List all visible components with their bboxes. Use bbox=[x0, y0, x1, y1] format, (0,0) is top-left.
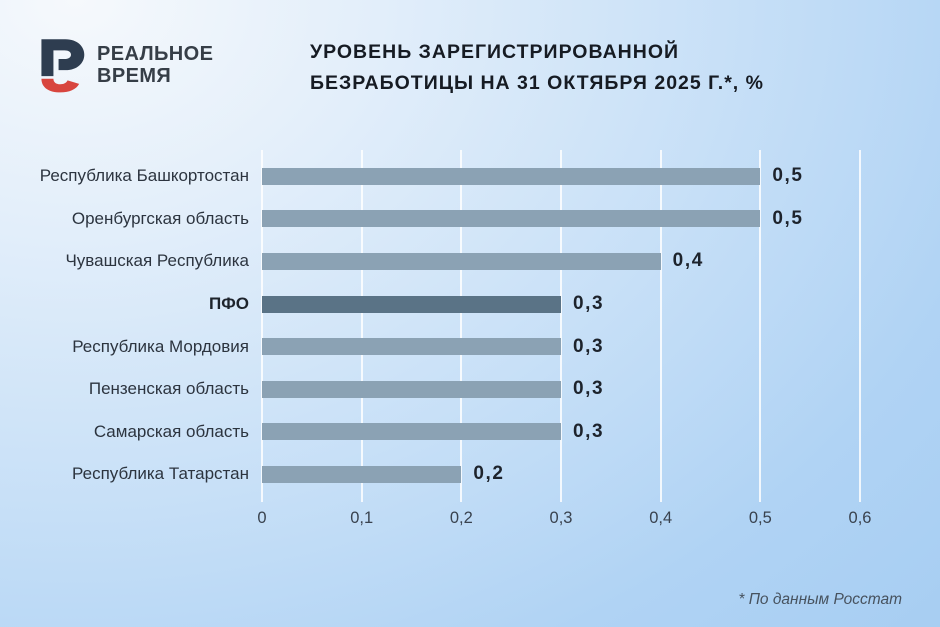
chart-row: Самарская область 0,3 bbox=[0, 411, 940, 454]
chart-row: Оренбургская область 0,5 bbox=[0, 198, 940, 241]
brand-logo: РЕАЛЬНОЕ ВРЕМЯ bbox=[38, 36, 213, 94]
chart-row: Пензенская область 0,3 bbox=[0, 368, 940, 411]
chart-row: ПФО 0,3 bbox=[0, 283, 940, 326]
chart-rows: Республика Башкортостан 0,5 Оренбургская о… bbox=[0, 150, 940, 496]
grid-layer bbox=[261, 150, 861, 502]
bar-track: 0,5 bbox=[262, 207, 860, 229]
value-label: 0,4 bbox=[672, 250, 704, 272]
x-tick-label: 0,5 bbox=[748, 509, 772, 527]
chart-title-line1: УРОВЕНЬ ЗАРЕГИСТРИРОВАННОЙ bbox=[310, 41, 680, 63]
chart-title: УРОВЕНЬ ЗАРЕГИСТРИРОВАННОЙ БЕЗРАБОТИЦЫ Н… bbox=[310, 37, 764, 99]
bar bbox=[262, 210, 761, 228]
value-label: 0,5 bbox=[772, 207, 804, 229]
logo-mark-upper bbox=[41, 39, 85, 77]
chart-row: Чувашская Республика 0,4 bbox=[0, 240, 940, 283]
x-tick-label: 0,1 bbox=[350, 509, 374, 527]
value-label: 0,3 bbox=[573, 420, 605, 442]
gridline bbox=[859, 150, 861, 502]
gridline bbox=[759, 150, 762, 502]
x-axis: 0 0,1 0,2 0,3 0,4 0,5 0,6 bbox=[257, 502, 871, 534]
category-label: Республика Татарстан bbox=[72, 464, 249, 484]
category-label: Республика Башкортостан bbox=[39, 166, 249, 186]
bar bbox=[262, 167, 761, 185]
brand-name: РЕАЛЬНОЕ ВРЕМЯ bbox=[97, 43, 213, 87]
bar-highlight bbox=[262, 295, 561, 313]
gridline bbox=[560, 150, 562, 502]
chart-title-line2: БЕЗРАБОТИЦЫ НА 31 ОКТЯБРЯ 2025 Г.*, % bbox=[310, 72, 764, 95]
bar-track: 0,5 bbox=[262, 165, 860, 187]
bar-track: 0,3 bbox=[262, 293, 860, 315]
realnoe-vremya-logo-icon bbox=[41, 39, 85, 93]
value-label: 0,3 bbox=[573, 335, 605, 357]
chart-row: Республика Татарстан 0,2 bbox=[0, 453, 940, 496]
category-label: Самарская область bbox=[93, 421, 249, 441]
bar-track: 0,3 bbox=[262, 335, 860, 357]
value-label: 0,3 bbox=[573, 293, 605, 315]
value-label: 0,3 bbox=[573, 378, 605, 400]
bar bbox=[262, 338, 561, 356]
logo-mark-lower bbox=[41, 78, 80, 93]
brand-name-line2: ВРЕМЯ bbox=[97, 65, 172, 87]
x-tick-label: 0 bbox=[257, 509, 267, 527]
gridline bbox=[659, 150, 662, 502]
x-tick-label: 0,6 bbox=[848, 509, 872, 527]
source-footnote: * По данным Росстат bbox=[738, 591, 902, 608]
brand-name-line1: РЕАЛЬНОЕ bbox=[97, 43, 214, 65]
bar-track: 0,3 bbox=[262, 420, 860, 442]
x-tick-label: 0,4 bbox=[649, 509, 673, 527]
gridline bbox=[261, 150, 263, 502]
chart-row: Республика Мордовия 0,3 bbox=[0, 325, 940, 368]
category-label: ПФО bbox=[209, 294, 249, 314]
bar bbox=[262, 465, 462, 483]
category-label: Оренбургская область bbox=[71, 208, 249, 228]
gridline bbox=[360, 150, 363, 502]
chart-row: Республика Башкортостан 0,5 bbox=[0, 155, 940, 198]
bar bbox=[262, 423, 561, 441]
x-tick-label: 0,3 bbox=[549, 509, 573, 527]
bar-track: 0,4 bbox=[262, 250, 860, 272]
x-tick-label: 0,2 bbox=[449, 509, 473, 527]
category-label: Чувашская Республика bbox=[65, 251, 249, 271]
value-label: 0,5 bbox=[772, 165, 804, 187]
gridline bbox=[460, 150, 463, 502]
category-label: Пензенская область bbox=[88, 379, 249, 399]
bar-track: 0,2 bbox=[262, 463, 860, 485]
bar bbox=[262, 380, 561, 398]
bar-chart: Республика Башкортостан 0,5 Оренбургская о… bbox=[0, 150, 940, 527]
value-label: 0,2 bbox=[473, 463, 505, 485]
bar-track: 0,3 bbox=[262, 378, 860, 400]
bar bbox=[262, 252, 661, 270]
category-label: Республика Мордовия bbox=[72, 336, 249, 356]
